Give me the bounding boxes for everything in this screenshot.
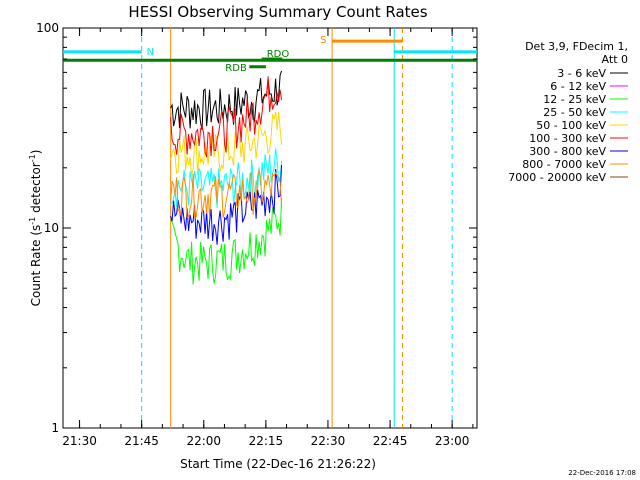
plot-area: N S RDB RDO 1 10 100 21:30 21:45 22:00 22:15 22:3… [36,21,478,448]
legend-label-5: 100 - 300 keV [529,132,606,145]
series-line-4 [170,76,283,158]
x-axis-label: Start Time (22-Dec-16 21:26:22) [180,457,376,471]
vertical-markers [141,28,453,428]
status-bar-label-0: N [147,47,154,58]
legend-label-4: 50 - 100 keV [536,119,606,132]
legend-label-2: 12 - 25 keV [543,93,606,106]
legend-label-1: 6 - 12 keV [550,80,606,93]
status-bar-label-2: S [320,35,326,46]
chart-title: HESSI Observing Summary Count Rates [128,3,427,21]
series-line-1 [170,197,283,285]
legend-header-2: Att 0 [602,53,628,66]
y-tick-label-0: 1 [51,421,59,435]
status-bar-label-4: RDB [225,63,247,74]
x-tick-label-0: 21:30 [62,434,97,448]
x-tick-label-3: 22:15 [249,434,284,448]
series-line-6 [170,169,283,219]
y-axis-label-close: ) [29,150,43,155]
legend-label-8: 7000 - 20000 keV [508,171,606,184]
y-tick-label-1: 10 [44,221,59,235]
x-tick-label-5: 22:45 [373,434,408,448]
legend-label-6: 300 - 800 keV [529,145,606,158]
y-axis-label-sup2: -1 [28,154,37,162]
x-tick-label-2: 22:00 [186,434,221,448]
y-tick-label-2: 100 [36,21,59,35]
y-axis-label-main: Count Rate (s [29,225,43,307]
series-line-0 [170,70,283,130]
y-axis-label-mid: detector [29,162,43,217]
y-axis-label-sup1: -1 [28,217,37,225]
y-axis-label: Count Rate (s-1 detector-1) [28,150,43,307]
status-bars: N S RDB RDO [63,35,477,74]
footer-timestamp: 22-Dec-2016 17:08 [568,469,636,477]
series-lines [170,70,283,285]
status-bar-label-5: RDO [267,49,290,60]
series-line-2 [170,148,283,208]
legend-label-0: 3 - 6 keV [557,67,606,80]
x-tick-label-6: 23:00 [435,434,470,448]
legend-label-3: 25 - 50 keV [543,106,606,119]
legend-header-1: Det 3,9, FDecim 1, [525,40,628,53]
legend-label-7: 800 - 7000 keV [522,158,606,171]
x-axis-ticks: 21:30 21:45 22:00 22:15 22:30 22:45 23:00 [62,28,474,448]
y-axis-ticks: 1 10 100 [36,21,477,435]
x-tick-label-4: 22:30 [311,434,346,448]
plot-frame [62,27,478,429]
x-tick-label-1: 21:45 [124,434,159,448]
